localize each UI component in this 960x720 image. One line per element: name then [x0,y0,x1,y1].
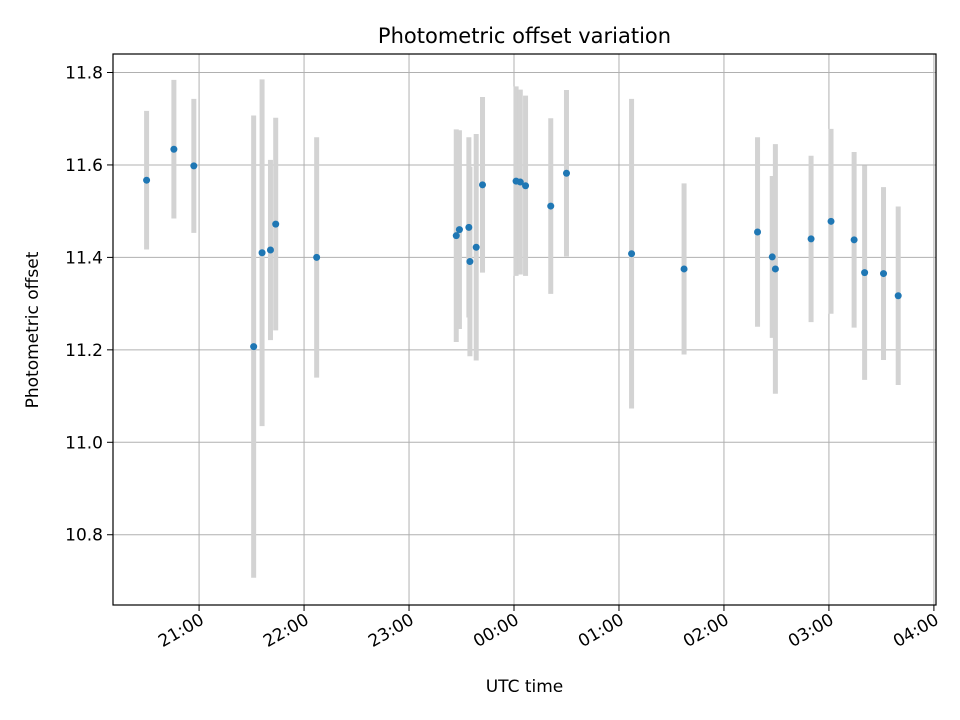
data-point [516,178,524,186]
data-point [479,181,487,189]
data-point [861,269,869,277]
chart-title: Photometric offset variation [378,24,671,48]
y-tick-label: 10.8 [65,526,103,546]
data-point [472,243,480,251]
data-point [455,226,463,234]
data-point [250,343,258,351]
data-point [452,232,460,240]
x-tick-label: 02:00 [680,610,732,652]
data-point [680,265,688,273]
data-point [190,162,198,170]
data-point [143,176,151,184]
data-point [562,169,570,177]
data-points [143,145,902,351]
data-point [522,182,530,190]
y-tick-label: 11.0 [65,433,103,453]
data-point [466,258,474,266]
x-axis-label: UTC time [486,677,564,697]
data-point [827,217,835,225]
x-tick-label: 03:00 [785,610,837,652]
x-tick-label: 22:00 [260,610,312,652]
y-tick-label: 11.4 [65,248,103,268]
data-point [272,220,280,228]
y-tick-label: 11.6 [65,156,103,176]
data-point [880,270,888,278]
error-bars [144,79,901,578]
data-point [170,145,178,153]
x-tick-label: 23:00 [365,610,417,652]
data-point [313,253,321,261]
y-tick-label: 11.2 [65,341,103,361]
data-point [258,249,266,257]
y-axis-ticks: 10.8 11.0 11.2 11.4 11.6 11.8 [65,63,113,546]
plot-frame [112,53,937,606]
x-tick-label: 04:00 [890,610,942,652]
x-tick-label: 00:00 [470,610,522,652]
data-point [768,253,776,261]
x-tick-label: 01:00 [575,610,627,652]
y-tick-label: 11.8 [65,63,103,83]
data-point [850,236,858,244]
data-point [754,228,762,236]
y-axis-label: Photometric offset [23,251,43,408]
x-axis-ticks: 21:00 22:00 23:00 00:00 01:00 02:00 03:00 04:00 [155,605,942,652]
data-point [266,246,274,254]
x-tick-label: 21:00 [155,610,207,652]
data-point [807,235,815,243]
data-point [628,250,636,258]
data-point [771,265,779,273]
data-point [894,292,902,300]
data-point [547,202,555,210]
data-point [465,223,473,231]
